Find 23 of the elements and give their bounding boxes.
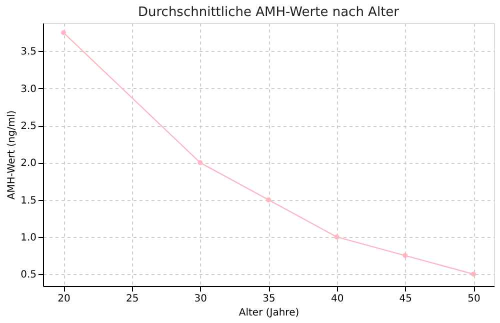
x-tick-label: 30 [194, 294, 208, 304]
point [402, 253, 408, 258]
y-tick-label: 2.0 [20, 158, 36, 170]
point [198, 160, 203, 166]
point [334, 234, 340, 240]
x-tick-label: 45 [399, 294, 412, 304]
x-tick-label: 40 [330, 294, 344, 304]
point [471, 272, 476, 277]
y-tick-label: 0.5 [20, 270, 36, 281]
x-tick-label: 50 [468, 294, 480, 304]
y-tick-label: 3.5 [20, 46, 36, 58]
x-tick-label: 20 [58, 294, 70, 304]
y-tick-label: 1.5 [20, 195, 36, 206]
y-tick-label: 3.0 [20, 84, 36, 95]
x-tick-label: 25 [126, 294, 139, 304]
chart-title: Durchschnittliche AMH-Werte nach Alter [138, 5, 400, 20]
x-tick-label: 35 [262, 294, 276, 304]
x-axis-title: Alter (Jahre) [238, 308, 300, 318]
y-axis-title: AMH-Wert (ng/ml) [6, 110, 18, 200]
point [61, 30, 66, 36]
y-tick-label: 1.0 [20, 232, 36, 244]
y-tick-label: 2.5 [20, 121, 36, 132]
point [266, 197, 271, 202]
